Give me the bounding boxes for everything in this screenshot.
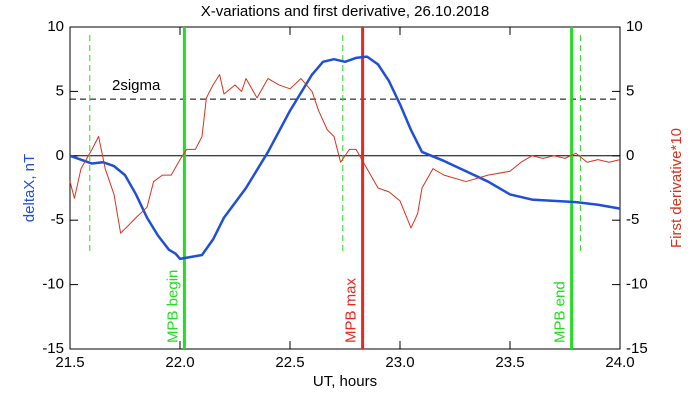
y2-axis-label: First derivative*10 <box>668 128 685 248</box>
data-line <box>69 74 621 234</box>
data-line <box>69 55 621 261</box>
plot-frame <box>69 26 621 350</box>
y-tick-label: -15 <box>42 340 64 357</box>
y-tick-label: -10 <box>42 276 64 293</box>
y2-tick-label: 0 <box>626 147 634 164</box>
y2-tick-label: -10 <box>626 276 648 293</box>
x-tick-label: 22.0 <box>165 354 194 371</box>
y2-tick-label: 10 <box>626 18 643 35</box>
x-tick-label: 21.5 <box>55 354 84 371</box>
y-axis-label: deltaX, nT <box>21 154 38 222</box>
y2-tick-label: 5 <box>626 82 634 99</box>
event-label: MPB end <box>552 281 569 343</box>
x-tick-label: 23.5 <box>495 354 524 371</box>
event-label: MPB max <box>343 277 360 343</box>
x-axis-label: UT, hours <box>313 373 377 390</box>
y-tick-label: 0 <box>56 147 64 164</box>
x-tick-label: 24.0 <box>605 354 634 371</box>
reference-label: 2sigma <box>112 77 161 94</box>
y-tick-label: -5 <box>51 211 64 228</box>
y-tick-label: 5 <box>56 82 64 99</box>
x-tick-label: 22.5 <box>275 354 304 371</box>
x-tick-label: 23.0 <box>385 354 414 371</box>
y2-tick-label: -15 <box>626 340 648 357</box>
event-label: MPB begin <box>164 270 181 343</box>
y-tick-label: 10 <box>47 18 64 35</box>
y2-tick-label: -5 <box>626 211 639 228</box>
chart-title: X-variations and first derivative, 26.10… <box>201 3 490 20</box>
